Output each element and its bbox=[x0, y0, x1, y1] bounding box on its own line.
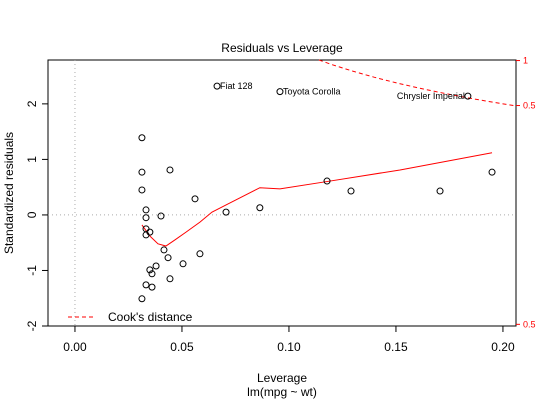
x-tick-label: 0.20 bbox=[491, 340, 515, 354]
x-tick-label: 0.10 bbox=[277, 340, 301, 354]
point bbox=[152, 262, 160, 270]
point bbox=[146, 228, 154, 236]
y2-tick-label: 0.5 bbox=[523, 101, 536, 111]
subtitle: lm(mpg ~ wt) bbox=[247, 385, 317, 399]
y2-tick-label: 1 bbox=[523, 56, 528, 66]
point bbox=[347, 187, 355, 195]
point bbox=[191, 195, 199, 203]
x-tick-label: 0.15 bbox=[384, 340, 408, 354]
point bbox=[138, 134, 146, 142]
point bbox=[138, 168, 146, 176]
point bbox=[164, 254, 172, 262]
x-tick-label: 0.00 bbox=[63, 340, 87, 354]
legend-label: Cook's distance bbox=[108, 310, 193, 324]
point bbox=[142, 281, 150, 289]
point bbox=[464, 92, 472, 100]
point bbox=[436, 187, 444, 195]
y-tick-label: -2 bbox=[25, 320, 39, 331]
point bbox=[166, 275, 174, 283]
point bbox=[222, 208, 230, 216]
point bbox=[142, 214, 150, 222]
point bbox=[276, 88, 284, 96]
point bbox=[142, 206, 150, 214]
point-label: Chrysler Imperial bbox=[397, 91, 465, 101]
y-axis-label: Standardized residuals bbox=[2, 132, 16, 254]
point bbox=[488, 168, 496, 176]
y-tick-label: -1 bbox=[25, 265, 39, 276]
x-tick-label: 0.05 bbox=[170, 340, 194, 354]
point bbox=[166, 166, 174, 174]
chart-title: Residuals vs Leverage bbox=[221, 41, 343, 55]
x-axis-label: Leverage bbox=[257, 371, 307, 385]
point bbox=[323, 177, 331, 185]
point bbox=[256, 204, 264, 212]
point bbox=[213, 82, 221, 90]
point bbox=[196, 250, 204, 258]
point bbox=[160, 246, 168, 254]
smooth-line bbox=[141, 152, 493, 247]
point bbox=[138, 186, 146, 194]
y-tick-label: 1 bbox=[25, 156, 39, 163]
plot-frame bbox=[47, 59, 517, 327]
point bbox=[148, 283, 156, 291]
point bbox=[179, 260, 187, 268]
y-tick-label: 0 bbox=[25, 211, 39, 218]
cooks-distance-line bbox=[318, 59, 516, 107]
point bbox=[157, 212, 165, 220]
point bbox=[138, 295, 146, 303]
point bbox=[148, 270, 156, 278]
point-label: Fiat 128 bbox=[220, 81, 253, 91]
y-tick-label: 2 bbox=[25, 100, 39, 107]
point-label: Toyota Corolla bbox=[283, 87, 341, 97]
point bbox=[146, 266, 154, 274]
y2-tick-label: 0.5 bbox=[523, 319, 536, 329]
